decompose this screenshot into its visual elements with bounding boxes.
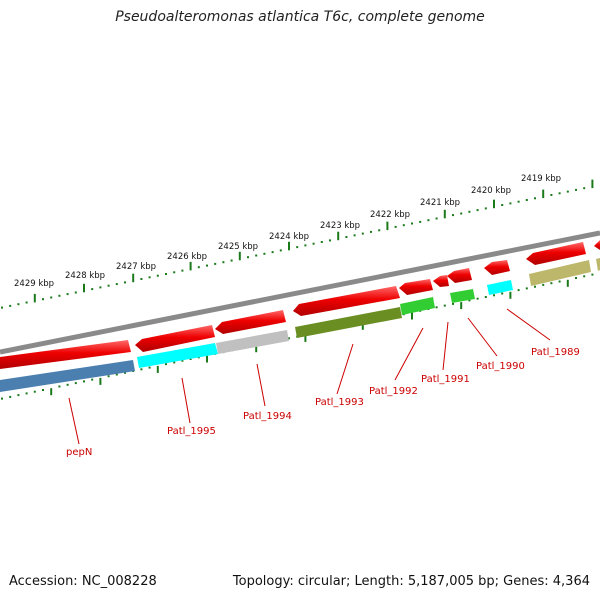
cds-arrow[interactable] bbox=[594, 240, 600, 250]
gene-label-Patl_1994[interactable]: Patl_1994 bbox=[243, 411, 292, 422]
gene-label-Patl_1993[interactable]: Patl_1993 bbox=[315, 397, 364, 408]
gene-bar-Patl_1993[interactable] bbox=[295, 307, 402, 338]
cds-track-forward bbox=[0, 240, 600, 369]
kbp-label: 2419 kbp bbox=[521, 174, 561, 184]
gene-label-Patl_1989[interactable]: Patl_1989 bbox=[531, 347, 580, 358]
gene-track bbox=[0, 258, 600, 392]
gene-bar-Patl_1990[interactable] bbox=[487, 280, 513, 295]
leader-line bbox=[394, 327, 424, 381]
gene-label-Patl_1992[interactable]: Patl_1992 bbox=[369, 386, 418, 397]
leader-line bbox=[256, 363, 266, 407]
gene-bar-Patl_1995[interactable] bbox=[137, 343, 218, 368]
leader-line bbox=[506, 308, 551, 341]
gene-label-Patl_1990[interactable]: Patl_1990 bbox=[476, 361, 525, 372]
kbp-label: 2427 kbp bbox=[116, 262, 156, 272]
leader-line bbox=[336, 343, 354, 395]
kbp-label: 2429 kbp bbox=[14, 279, 54, 289]
cds-arrow[interactable] bbox=[293, 286, 400, 316]
kbp-labels: 2429 kbp 2428 kbp 2427 kbp 2426 kbp 2425… bbox=[14, 174, 561, 289]
kbp-label: 2426 kbp bbox=[167, 252, 207, 262]
gene-bar-pepN[interactable] bbox=[0, 360, 135, 392]
gene-bar-Patl_1991[interactable] bbox=[450, 289, 475, 303]
kbp-label: 2424 kbp bbox=[269, 232, 309, 242]
kbp-label: 2421 kbp bbox=[420, 198, 460, 208]
gene-bar-edge bbox=[596, 258, 600, 271]
cds-arrow[interactable] bbox=[399, 279, 433, 295]
gene-bar-Patl_1994[interactable] bbox=[216, 330, 289, 354]
cds-arrow[interactable] bbox=[433, 275, 449, 287]
gene-label-Patl_1995[interactable]: Patl_1995 bbox=[167, 426, 216, 437]
leader-line bbox=[467, 317, 498, 357]
gene-label-pepN[interactable]: pepN bbox=[66, 447, 92, 458]
cds-arrow[interactable] bbox=[447, 268, 472, 283]
gene-bar-Patl_1989[interactable] bbox=[529, 260, 591, 286]
cds-arrow[interactable] bbox=[484, 260, 510, 275]
cds-arrow[interactable] bbox=[215, 310, 286, 334]
cds-arrow[interactable] bbox=[0, 340, 131, 369]
leader-line bbox=[442, 321, 449, 371]
genome-backbone bbox=[0, 230, 600, 355]
leader-line bbox=[181, 377, 191, 424]
gene-labels: pepN Patl_1995 Patl_1994 Patl_1993 Patl_… bbox=[66, 308, 580, 458]
ruler-outer bbox=[1, 179, 594, 309]
kbp-label: 2428 kbp bbox=[65, 271, 105, 281]
genome-info-text: Topology: circular; Length: 5,187,005 bp… bbox=[232, 574, 590, 589]
cds-arrow[interactable] bbox=[135, 325, 215, 352]
kbp-label: 2420 kbp bbox=[471, 186, 511, 196]
kbp-label: 2425 kbp bbox=[218, 242, 258, 252]
cds-arrow[interactable] bbox=[526, 242, 586, 265]
kbp-label: 2423 kbp bbox=[320, 221, 360, 231]
gene-bar-Patl_1992[interactable] bbox=[400, 297, 435, 315]
gene-label-Patl_1991[interactable]: Patl_1991 bbox=[421, 374, 470, 385]
accession-text: Accession: NC_008228 bbox=[9, 574, 157, 589]
leader-line bbox=[68, 397, 80, 445]
map-title: Pseudoalteromonas atlantica T6c, complet… bbox=[115, 9, 485, 25]
kbp-label: 2422 kbp bbox=[370, 210, 410, 220]
